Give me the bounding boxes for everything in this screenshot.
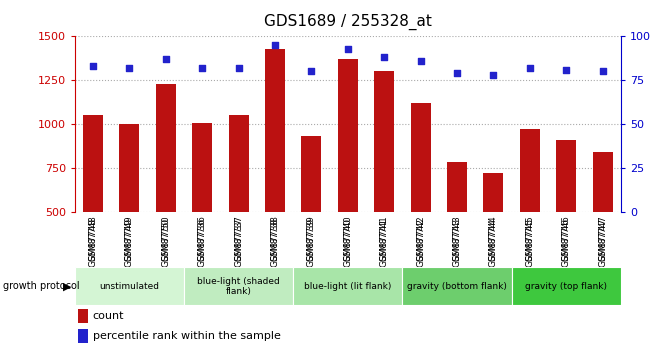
- Bar: [192, 123, 212, 212]
- Point: [161, 56, 171, 62]
- Text: GSM87736: GSM87736: [198, 218, 207, 267]
- Point: [233, 65, 244, 71]
- Text: GSM87745: GSM87745: [525, 215, 534, 260]
- Text: GSM87737: GSM87737: [234, 215, 243, 261]
- Bar: [556, 140, 576, 212]
- Bar: [83, 115, 103, 212]
- Point: [597, 69, 608, 74]
- Text: GSM87743: GSM87743: [452, 215, 462, 261]
- Bar: [78, 329, 88, 343]
- Point: [488, 72, 499, 78]
- Text: percentile rank within the sample: percentile rank within the sample: [93, 331, 281, 341]
- Text: GSM87740: GSM87740: [343, 215, 352, 260]
- Text: GSM87748: GSM87748: [88, 215, 98, 261]
- Text: GDS1689 / 255328_at: GDS1689 / 255328_at: [264, 14, 432, 30]
- Bar: [229, 115, 248, 212]
- Point: [561, 67, 571, 72]
- Point: [306, 69, 317, 74]
- Text: gravity (top flank): gravity (top flank): [525, 282, 607, 291]
- Bar: [338, 59, 358, 212]
- Text: GSM87738: GSM87738: [270, 218, 280, 267]
- Text: GSM87741: GSM87741: [380, 218, 389, 267]
- Text: GSM87749: GSM87749: [125, 218, 134, 267]
- Text: GSM87744: GSM87744: [489, 215, 498, 260]
- Text: gravity (bottom flank): gravity (bottom flank): [407, 282, 507, 291]
- Text: GSM87744: GSM87744: [489, 218, 498, 267]
- Bar: [520, 129, 540, 212]
- Text: GSM87739: GSM87739: [307, 215, 316, 261]
- Bar: [156, 84, 176, 212]
- Text: GSM87749: GSM87749: [125, 215, 134, 260]
- Text: ▶: ▶: [63, 282, 72, 291]
- Point: [197, 65, 207, 71]
- Bar: [484, 174, 503, 212]
- Bar: [293, 267, 402, 305]
- Text: GSM87737: GSM87737: [234, 218, 243, 267]
- Point: [124, 65, 135, 71]
- Text: GSM87746: GSM87746: [562, 218, 571, 267]
- Bar: [593, 152, 612, 212]
- Text: GSM87745: GSM87745: [525, 218, 534, 267]
- Bar: [374, 70, 394, 212]
- Text: GSM87740: GSM87740: [343, 218, 352, 267]
- Bar: [184, 267, 293, 305]
- Text: GSM87750: GSM87750: [161, 218, 170, 267]
- Point: [88, 63, 98, 69]
- Text: GSM87743: GSM87743: [452, 218, 462, 267]
- Bar: [402, 267, 512, 305]
- Point: [270, 42, 280, 48]
- Bar: [411, 103, 430, 212]
- Text: GSM87742: GSM87742: [416, 215, 425, 260]
- Point: [343, 46, 353, 51]
- Bar: [512, 267, 621, 305]
- Text: GSM87741: GSM87741: [380, 215, 389, 260]
- Text: GSM87739: GSM87739: [307, 218, 316, 267]
- Text: GSM87736: GSM87736: [198, 215, 207, 261]
- Text: GSM87748: GSM87748: [88, 218, 98, 267]
- Text: GSM87747: GSM87747: [598, 215, 607, 261]
- Bar: [302, 136, 321, 212]
- Bar: [120, 124, 139, 212]
- Bar: [447, 162, 467, 212]
- Text: GSM87738: GSM87738: [270, 215, 280, 261]
- Text: GSM87742: GSM87742: [416, 218, 425, 267]
- Bar: [75, 267, 184, 305]
- Text: growth protocol: growth protocol: [3, 282, 80, 291]
- Point: [452, 70, 462, 76]
- Text: blue-light (shaded
flank): blue-light (shaded flank): [197, 277, 280, 296]
- Point: [525, 65, 535, 71]
- Bar: [265, 49, 285, 212]
- Point: [379, 55, 389, 60]
- Text: GSM87750: GSM87750: [161, 215, 170, 260]
- Bar: [78, 309, 88, 323]
- Text: count: count: [93, 311, 124, 321]
- Text: GSM87746: GSM87746: [562, 215, 571, 261]
- Text: unstimulated: unstimulated: [99, 282, 159, 291]
- Point: [415, 58, 426, 63]
- Text: blue-light (lit flank): blue-light (lit flank): [304, 282, 391, 291]
- Text: GSM87747: GSM87747: [598, 218, 607, 267]
